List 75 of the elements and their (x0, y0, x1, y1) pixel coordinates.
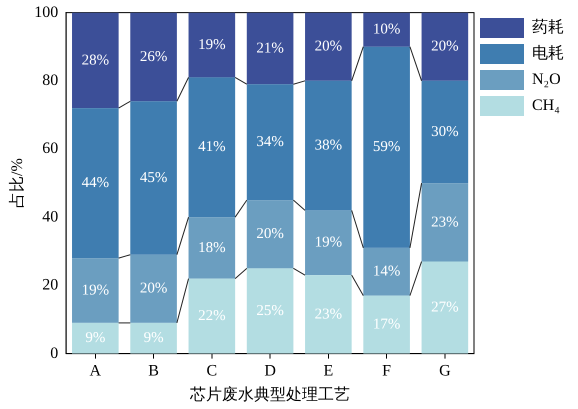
data-label: 20% (256, 226, 284, 242)
data-label: 20% (431, 38, 459, 55)
data-label: 18% (198, 240, 226, 256)
y-tick-label: 20 (42, 276, 58, 294)
bar (72, 258, 119, 323)
data-label: 20% (314, 38, 342, 55)
data-label: 23% (431, 214, 459, 230)
bar (246, 200, 294, 268)
x-tick-label: G (439, 362, 452, 380)
bar (188, 12, 236, 78)
bar (188, 278, 236, 354)
data-label: 19% (198, 36, 226, 53)
bar (363, 12, 410, 47)
data-label: 38% (314, 138, 342, 154)
data-label: 22% (198, 308, 226, 324)
data-label: 28% (82, 52, 110, 68)
legend-label: N₂O (532, 71, 561, 88)
bar (72, 322, 119, 354)
bar (363, 46, 410, 248)
data-label: 30% (431, 124, 459, 140)
bar (305, 275, 352, 354)
data-label: 21% (256, 40, 284, 56)
x-tick-label: B (148, 362, 159, 380)
bar (305, 210, 352, 276)
legend-label: 药耗 (532, 18, 564, 36)
data-label: 17% (372, 316, 400, 333)
data-label: 44% (82, 175, 110, 192)
y-tick-label: 60 (42, 140, 58, 158)
y-tick-label: 40 (42, 208, 58, 226)
bar (422, 12, 468, 81)
bar (305, 12, 352, 81)
x-axis-title: 芯片废水典型处理工艺 (189, 386, 350, 404)
bar (130, 254, 177, 323)
bar (130, 12, 177, 102)
x-tick-label: A (90, 362, 102, 380)
x-tick-label: E (323, 362, 334, 380)
bar (422, 183, 468, 262)
data-label: 45% (140, 170, 168, 186)
data-label: 59% (372, 139, 400, 156)
legend-label: 电耗 (532, 44, 564, 62)
data-label: 19% (314, 234, 342, 251)
data-label: 9% (144, 330, 164, 346)
data-label: 26% (140, 48, 168, 65)
bar (422, 80, 468, 184)
x-tick-label: C (206, 362, 218, 380)
bar (422, 262, 468, 354)
data-label: 19% (82, 282, 110, 298)
y-tick-label: 0 (50, 344, 58, 362)
bar (130, 322, 177, 354)
y-tick-label: 80 (42, 72, 58, 90)
legend-label: CH₄ (532, 97, 560, 114)
bar (363, 296, 410, 354)
data-label: 20% (140, 280, 168, 297)
data-label: 14% (372, 264, 400, 280)
y-tick-label: 100 (34, 4, 58, 21)
bar (305, 80, 352, 210)
bar (188, 217, 236, 279)
bar (246, 268, 294, 354)
x-tick-label: F (382, 362, 392, 380)
bar (72, 108, 119, 258)
data-label: 41% (198, 139, 226, 156)
data-label: 34% (256, 134, 284, 150)
data-label: 27% (431, 300, 459, 316)
y-axis-title: 占比/% (8, 158, 26, 208)
x-tick-label: D (264, 362, 276, 380)
data-label: 9% (85, 330, 106, 346)
data-label: 10% (372, 22, 400, 38)
bar (363, 248, 410, 296)
data-label: 25% (256, 302, 284, 319)
bar (130, 101, 177, 255)
bar (246, 84, 294, 200)
bar (72, 12, 119, 108)
bar (246, 12, 294, 84)
data-label: 23% (314, 306, 342, 322)
bar (188, 77, 236, 218)
